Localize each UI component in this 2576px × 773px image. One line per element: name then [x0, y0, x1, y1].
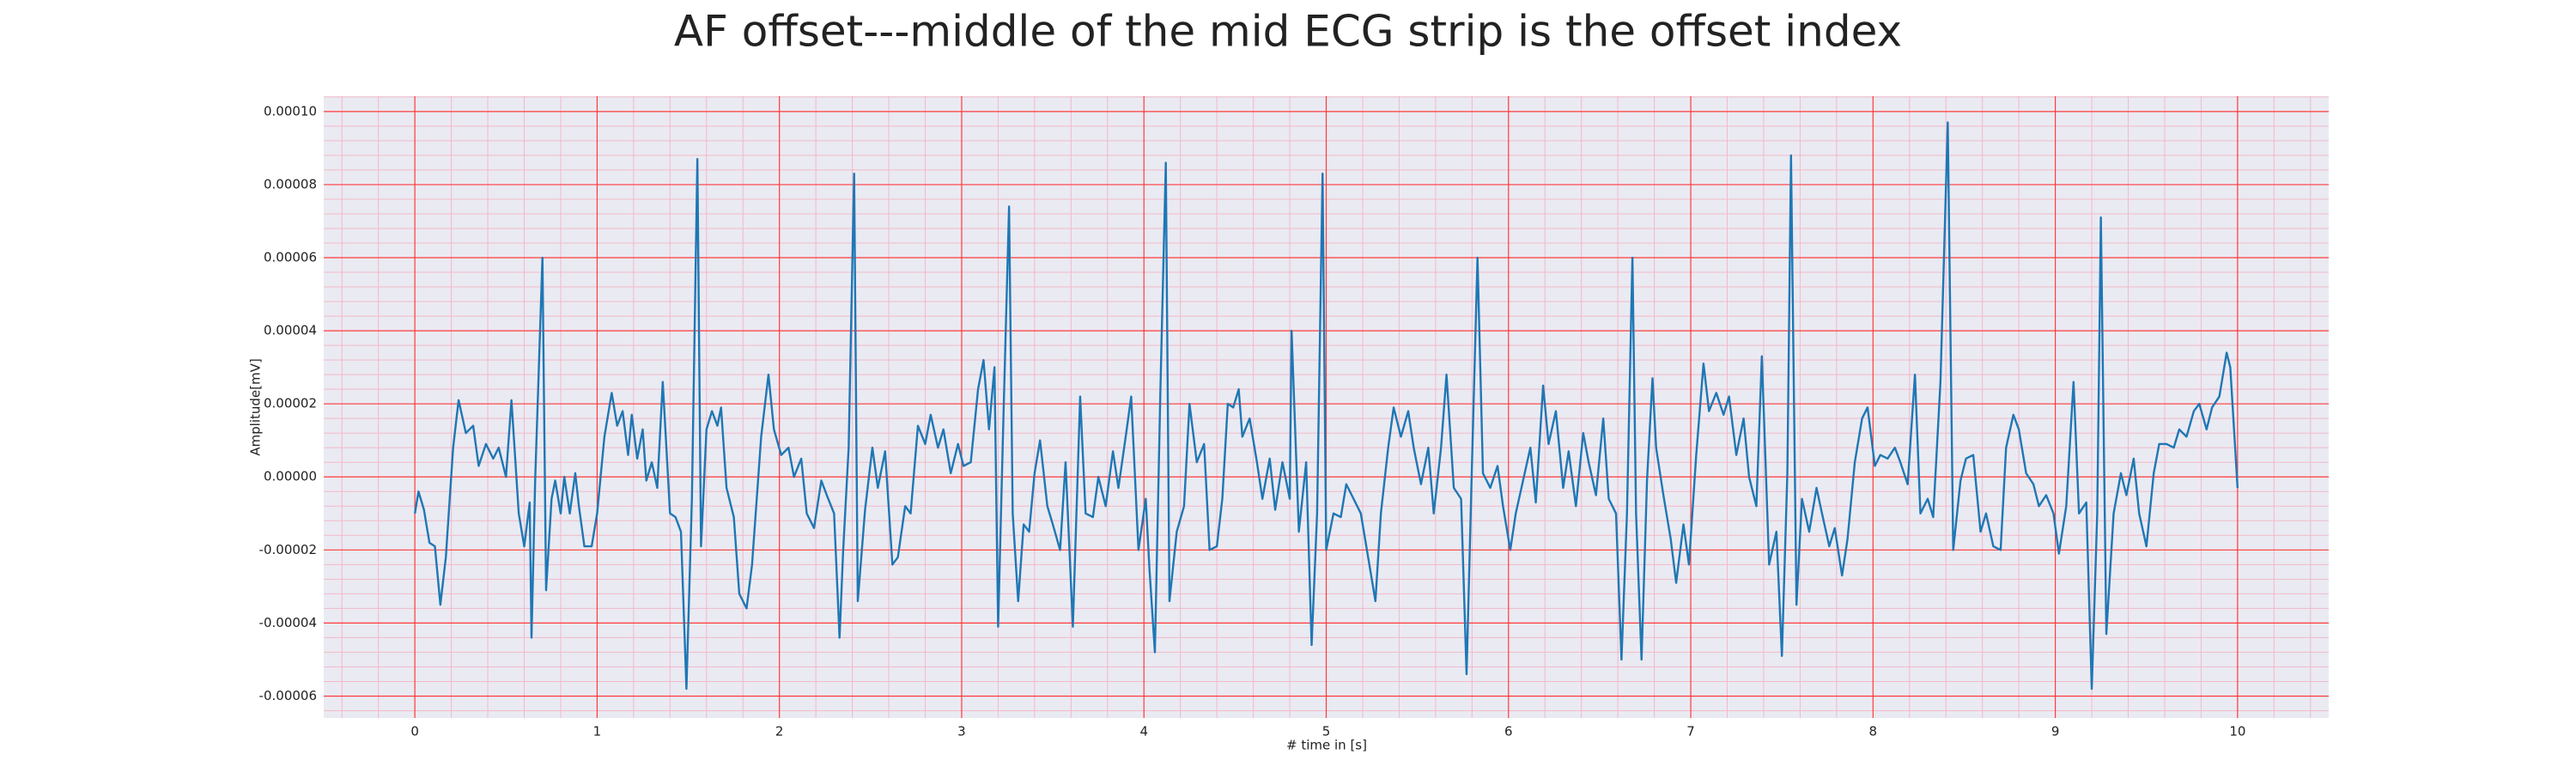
- y-tick-label: -0.00002: [259, 542, 317, 557]
- x-tick-label: 5: [1322, 724, 1331, 740]
- y-tick-label: -0.00004: [259, 615, 317, 630]
- x-tick-label: 2: [775, 724, 784, 740]
- x-tick-label: 10: [2229, 724, 2245, 740]
- ecg-line: [413, 121, 2239, 691]
- y-axis-label: Amplitude[mV]: [248, 358, 264, 455]
- x-tick-label: 6: [1504, 724, 1513, 740]
- x-tick-label: 1: [593, 724, 602, 740]
- y-tick-label: 0.00010: [264, 103, 317, 119]
- x-axis-label: # time in [s]: [1286, 738, 1367, 753]
- y-tick-label: 0.00000: [264, 469, 317, 484]
- y-tick-label: 0.00002: [264, 396, 317, 411]
- y-tick-label: 0.00006: [264, 250, 317, 265]
- y-tick-label: -0.00006: [259, 688, 317, 703]
- x-tick-label: 0: [410, 724, 419, 740]
- x-tick-label: 8: [1869, 724, 1878, 740]
- x-tick-label: 3: [957, 724, 966, 740]
- chart-title: AF offset---middle of the mid ECG strip …: [674, 7, 1902, 57]
- y-tick-label: 0.00004: [264, 323, 317, 338]
- x-tick-label: 7: [1686, 724, 1695, 740]
- y-tick-label: 0.00008: [264, 176, 317, 192]
- x-tick-label: 9: [2051, 724, 2060, 740]
- x-tick-label: 4: [1139, 724, 1148, 740]
